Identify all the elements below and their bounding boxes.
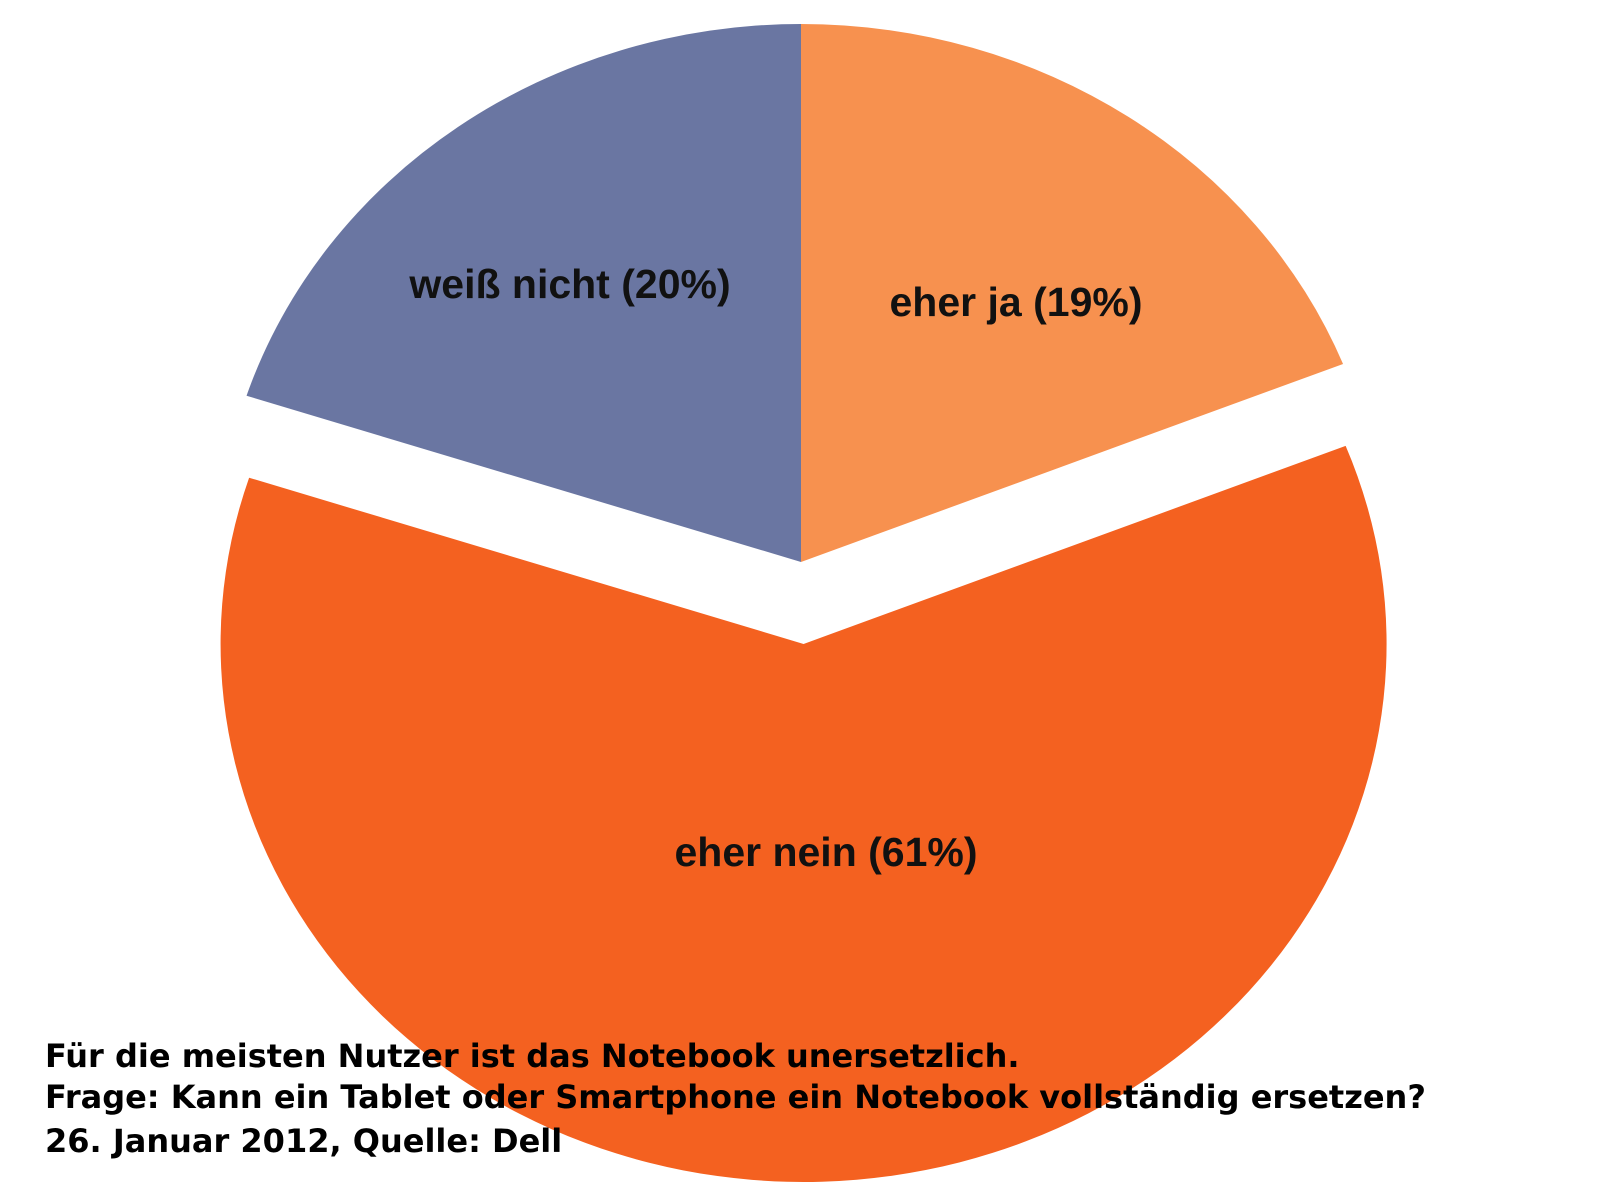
category-label: eher ja [890, 279, 1023, 325]
pie [220, 24, 1387, 1182]
value-label: (19%) [1033, 279, 1142, 325]
caption-line: 26. Januar 2012, Quelle: Dell [45, 1122, 562, 1160]
pie-slice [246, 24, 801, 562]
value-label: (20%) [621, 261, 730, 307]
category-label: eher nein [674, 829, 856, 875]
pie-slice [801, 24, 1344, 562]
caption-line: Frage: Kann ein Tablet oder Smartphone e… [45, 1078, 1426, 1116]
category-label: weiß nicht [408, 261, 610, 307]
value-label: (61%) [868, 829, 977, 875]
caption-line: Für die meisten Nutzer ist das Notebook … [45, 1037, 1020, 1075]
slice-label: weiß nicht (20%) [408, 261, 730, 307]
slice-labels: eher ja (19%) eher nein (61%) weiß nicht (… [408, 261, 1142, 875]
slice-label: eher ja (19%) [890, 279, 1143, 325]
pie-slice [220, 445, 1387, 1182]
slice-label: eher nein (61%) [674, 829, 977, 875]
